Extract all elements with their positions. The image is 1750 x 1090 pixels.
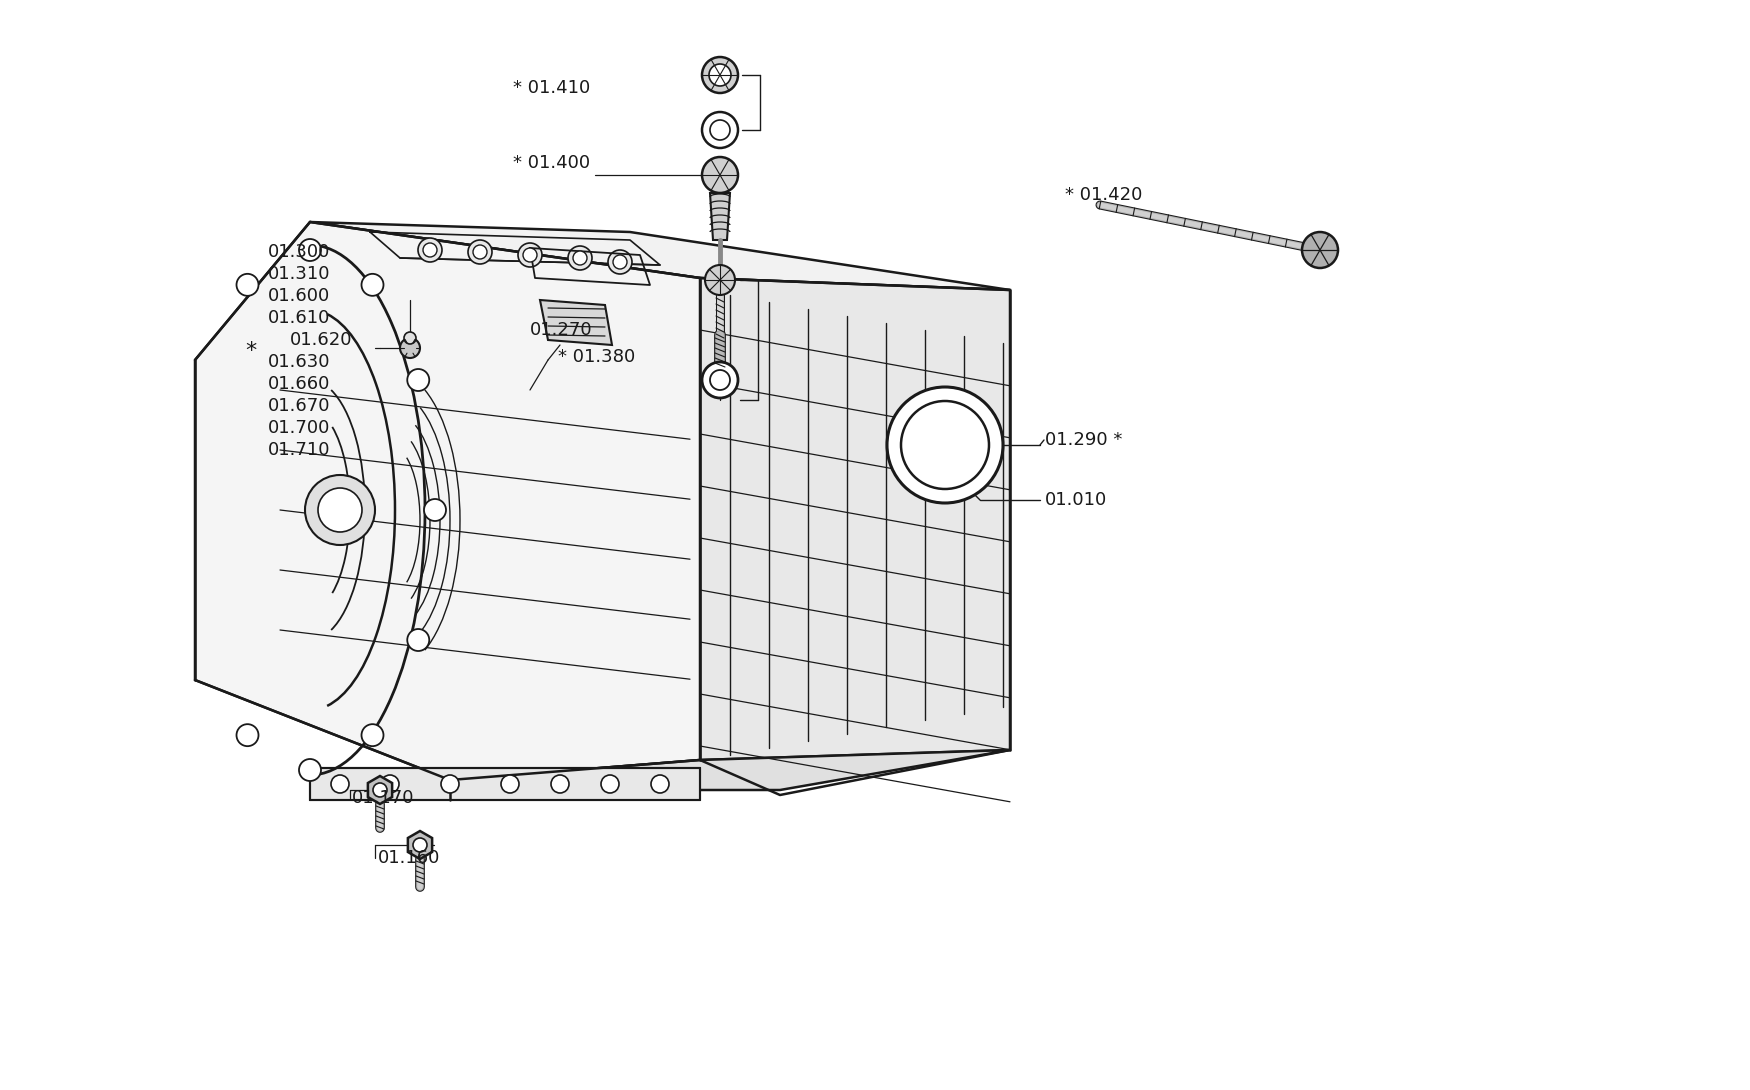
Circle shape [887,387,1003,502]
Circle shape [1302,232,1339,268]
Circle shape [382,775,399,794]
Circle shape [418,238,443,262]
Circle shape [518,243,542,267]
Text: 01.010: 01.010 [1045,490,1108,509]
Circle shape [600,775,619,794]
Circle shape [710,370,730,390]
Circle shape [901,401,989,489]
Circle shape [569,246,592,270]
Polygon shape [700,278,1010,760]
Text: 01.310: 01.310 [268,265,331,283]
Text: 01.710: 01.710 [268,441,331,459]
Circle shape [702,157,738,193]
Text: 01.610: 01.610 [268,308,331,327]
Polygon shape [310,768,700,800]
Circle shape [404,332,416,344]
Circle shape [408,629,429,651]
Circle shape [702,57,738,93]
Circle shape [424,499,446,521]
Circle shape [500,775,520,794]
Circle shape [523,249,537,262]
Text: *: * [245,341,256,361]
Circle shape [413,838,427,852]
Text: 01.270: 01.270 [530,320,593,339]
Polygon shape [710,193,730,240]
Text: 01.160: 01.160 [378,849,441,867]
Circle shape [318,488,362,532]
Text: 01.700: 01.700 [268,419,331,437]
Circle shape [607,250,632,274]
Circle shape [299,759,320,782]
Circle shape [401,338,420,358]
Text: * 01.380: * 01.380 [558,348,635,366]
Circle shape [551,775,569,794]
Circle shape [702,112,738,148]
Circle shape [702,362,738,398]
Polygon shape [408,831,432,859]
Circle shape [572,251,586,265]
Polygon shape [450,750,1010,790]
Text: * 01.420: * 01.420 [1066,186,1143,204]
Circle shape [710,120,730,140]
Circle shape [362,274,383,295]
Text: 01.290 *: 01.290 * [1045,431,1122,449]
Text: 01.660: 01.660 [268,375,331,393]
Polygon shape [310,222,1010,290]
Circle shape [651,775,668,794]
Circle shape [408,370,429,391]
Circle shape [299,239,320,261]
Text: 01.620: 01.620 [290,331,352,349]
Text: 01.670: 01.670 [268,397,331,415]
Circle shape [304,475,374,545]
Polygon shape [541,300,612,346]
Text: 01.300: 01.300 [268,243,331,261]
Text: 01.630: 01.630 [268,353,331,371]
Circle shape [236,724,259,747]
Circle shape [236,274,259,295]
Text: * 01.400: * 01.400 [513,154,590,172]
Circle shape [331,775,348,794]
Circle shape [424,243,438,257]
Circle shape [373,783,387,797]
Polygon shape [368,776,392,804]
Circle shape [612,255,626,269]
Text: * 01.410: * 01.410 [513,78,590,97]
Polygon shape [194,222,700,780]
Circle shape [362,724,383,747]
Circle shape [473,245,487,259]
Circle shape [441,775,458,794]
Text: 01.600: 01.600 [268,287,331,305]
Text: 01.170: 01.170 [352,789,415,807]
Circle shape [709,64,731,86]
Circle shape [705,265,735,295]
Circle shape [467,240,492,264]
